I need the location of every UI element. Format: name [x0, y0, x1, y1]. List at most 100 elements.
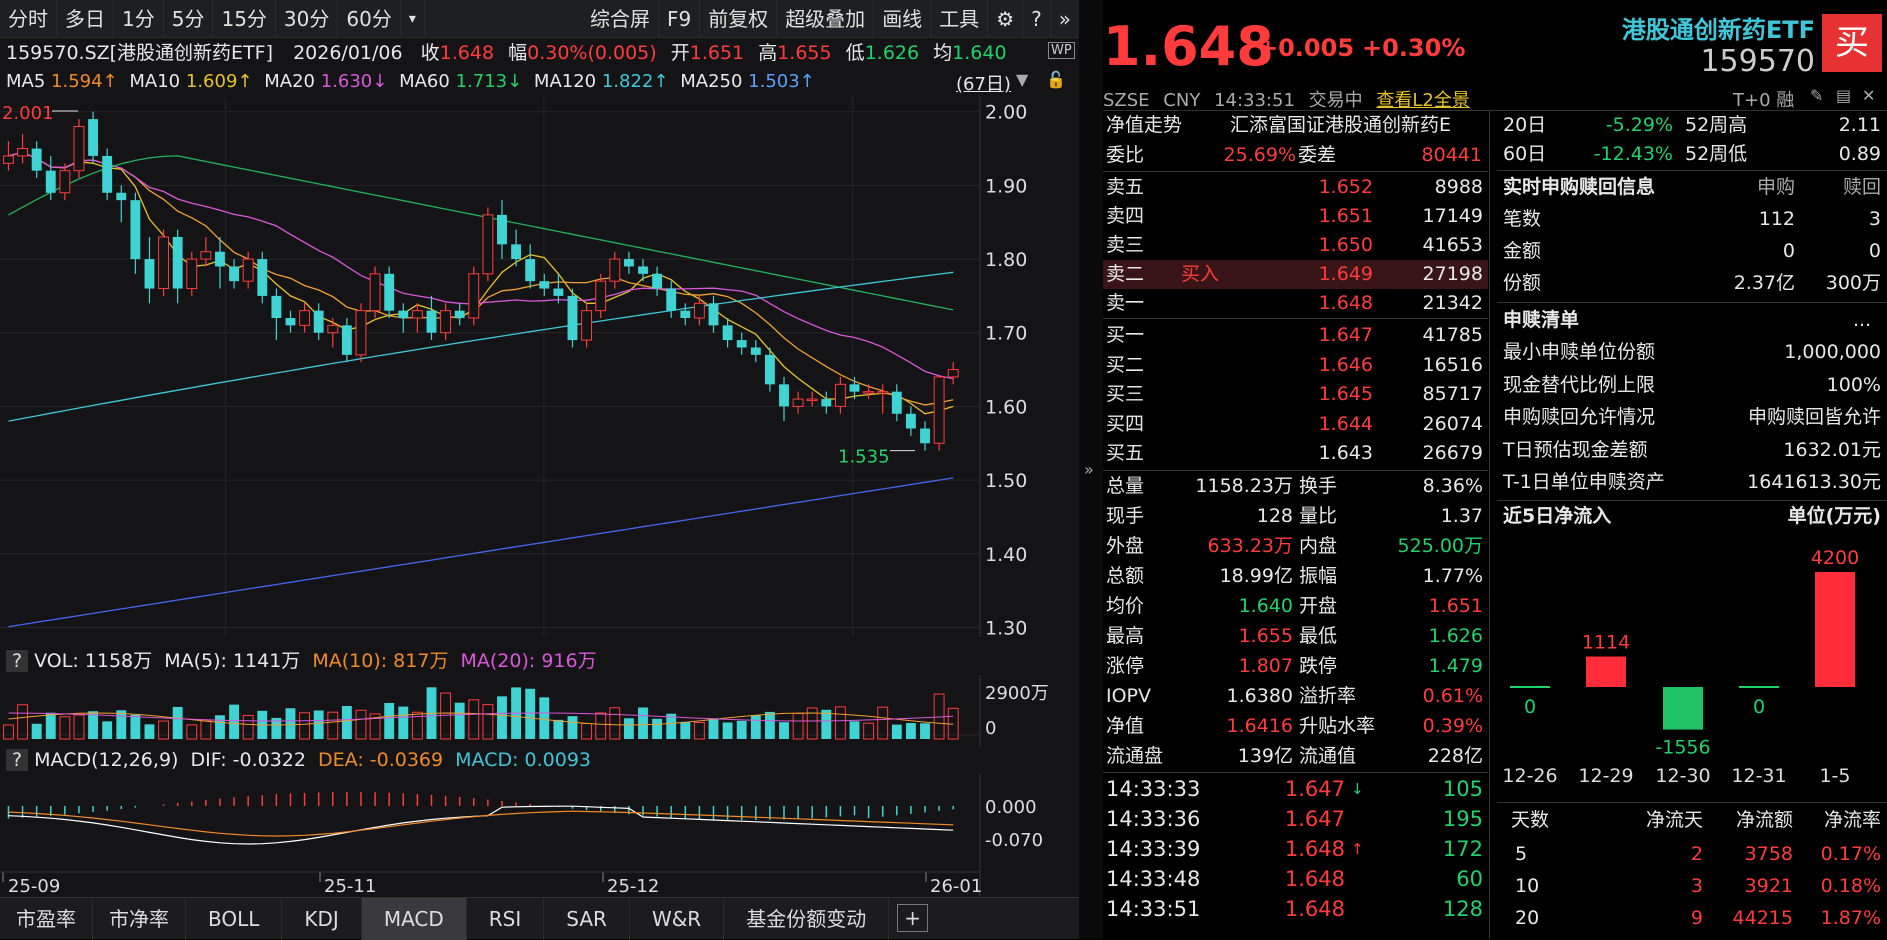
stat-label: 最低: [1299, 625, 1338, 647]
bid-price: 1.643: [1318, 442, 1373, 464]
high-value: 1.655: [777, 42, 832, 64]
ask-row[interactable]: 卖三 1.650 41653: [1103, 231, 1488, 260]
candle-body: [497, 214, 507, 245]
redeem-redeem: 300万: [1825, 272, 1881, 294]
edit-icon[interactable]: ✎: [1810, 86, 1824, 105]
candle-body: [229, 266, 240, 282]
price-tick-label: 1.90: [985, 175, 1027, 197]
days-range[interactable]: (67日): [956, 74, 1011, 95]
inflow-value-label: 0: [1524, 696, 1536, 718]
macd-help-icon[interactable]: ?: [6, 749, 29, 771]
ask-level: 卖三: [1106, 234, 1145, 256]
flow-header: 近5日净流入 单位(万元): [1503, 502, 1883, 531]
candle-body: [299, 310, 311, 326]
chart-icon[interactable]: ▤: [1836, 86, 1852, 105]
buy-button[interactable]: 买: [1822, 14, 1882, 72]
help-icon[interactable]: ?: [1023, 0, 1051, 38]
fund-code: 159570: [1700, 44, 1815, 79]
l2-link[interactable]: 查看L2全景: [1376, 90, 1470, 111]
tick-row: 14:33:48 1.648 60: [1103, 865, 1488, 894]
stat-row: 最高 1.655 最低 1.626: [1103, 622, 1488, 651]
tab-macd[interactable]: MACD: [361, 898, 467, 940]
close-value: 1.648: [439, 42, 495, 64]
ask-row[interactable]: 卖五 1.652 8988: [1103, 173, 1488, 202]
lock-icon[interactable]: 🔓: [1046, 70, 1066, 89]
tab-multiday[interactable]: 多日: [57, 0, 114, 38]
tab-boll[interactable]: BOLL: [186, 898, 283, 940]
candle-body: [102, 155, 113, 193]
ask-row[interactable]: 卖一 1.648 21342: [1103, 289, 1488, 318]
currency: CNY: [1163, 90, 1201, 111]
tab-15min[interactable]: 15分: [213, 0, 276, 38]
perf-value: 0.89: [1838, 143, 1881, 165]
nav-row[interactable]: 净值走势 汇添富国证港股通创新药E: [1106, 111, 1486, 140]
ask-volume: 17149: [1422, 205, 1483, 227]
forward-adjust-button[interactable]: 前复权: [700, 0, 778, 38]
tab-60min[interactable]: 60分: [338, 0, 401, 38]
price-tick-label: 1.40: [985, 544, 1027, 566]
candle-body: [891, 391, 902, 414]
tab-1min[interactable]: 1分: [114, 0, 164, 38]
close-icon[interactable]: ✕: [1862, 86, 1876, 105]
composite-screen-button[interactable]: 综合屏: [582, 0, 659, 38]
tab-fund-share[interactable]: 基金份额变动: [724, 898, 890, 940]
tab-wr[interactable]: W&R: [630, 898, 725, 940]
period-dropdown[interactable]: ▾: [401, 0, 425, 38]
volume-bar: [750, 715, 761, 739]
expand-icon[interactable]: »: [1084, 460, 1094, 479]
tab-pe[interactable]: 市盈率: [0, 898, 93, 940]
bid-row[interactable]: 买三 1.645 85717: [1103, 380, 1488, 409]
panel-splitter[interactable]: »: [1079, 0, 1103, 939]
volume-bar: [102, 721, 113, 739]
overlay-button[interactable]: 超级叠加: [777, 0, 875, 38]
add-tab-button[interactable]: +: [897, 904, 928, 932]
list-more-button[interactable]: ...: [1853, 309, 1872, 331]
volume-bar: [722, 722, 733, 739]
bid-row[interactable]: 买四 1.644 26074: [1103, 410, 1488, 439]
perf-label: 52周高: [1685, 114, 1748, 136]
tab-pb[interactable]: 市净率: [93, 898, 186, 940]
chart-panel: 分时 多日 1分 5分 15分 30分 60分 ▾ 综合屏 F9 前复权 超级叠…: [0, 0, 1079, 940]
flow-days: 5: [1515, 843, 1528, 865]
vol-label: VOL: 1158万: [34, 650, 153, 672]
wp-icon[interactable]: WP: [1048, 42, 1075, 59]
candle-body: [581, 310, 593, 341]
amp-label: 幅: [508, 42, 528, 64]
bid-row[interactable]: 买五 1.643 26679: [1103, 439, 1488, 468]
tab-sar[interactable]: SAR: [544, 898, 630, 940]
gear-icon[interactable]: ⚙: [988, 0, 1024, 38]
redeem-col-purchase: 申购: [1756, 176, 1795, 198]
candle-body: [440, 310, 452, 334]
tick-row: 14:33:36 1.647 195: [1103, 805, 1488, 834]
candle-body: [31, 148, 42, 171]
draw-line-button[interactable]: 画线: [874, 0, 932, 38]
candle-body: [73, 125, 85, 172]
net-inflow-chart: 0 12-26 1114 12-29 -1556 12-30 0 12-31 4200 1-5: [1502, 547, 1859, 787]
tab-30min[interactable]: 30分: [276, 0, 339, 38]
list-row: T日预估现金差额 1632.01元: [1503, 436, 1883, 465]
bid-row[interactable]: 买一 1.647 41785: [1103, 321, 1488, 350]
price-tick-label: 1.50: [985, 470, 1027, 492]
dropdown-icon[interactable]: ▼: [1016, 70, 1029, 89]
inflow-bar: [1586, 656, 1626, 687]
bid-row[interactable]: 买二 1.646 16516: [1103, 351, 1488, 380]
candle-body: [172, 236, 183, 289]
collapse-icon[interactable]: »: [1058, 6, 1071, 31]
candle-body: [411, 310, 423, 319]
ask-row[interactable]: 卖二 买入 1.649 27198: [1103, 260, 1488, 289]
tab-rsi[interactable]: RSI: [467, 898, 545, 940]
redeem-redeem: 0: [1868, 240, 1881, 262]
redeem-row: 份额 2.37亿 300万: [1503, 269, 1883, 298]
avg-label: 均: [933, 42, 953, 64]
flow-table-header: 天数 净流天 净流额 净流率: [1503, 806, 1883, 835]
tab-5min[interactable]: 5分: [164, 0, 214, 38]
vol-help-icon[interactable]: ?: [6, 650, 29, 672]
candle-body: [144, 259, 155, 289]
tab-intraday[interactable]: 分时: [0, 0, 57, 38]
wc-label: 委差: [1298, 144, 1337, 166]
tab-kdj[interactable]: KDJ: [282, 898, 362, 940]
f9-button[interactable]: F9: [659, 0, 701, 38]
tools-button[interactable]: 工具: [931, 0, 989, 38]
bid-price: 1.646: [1318, 353, 1373, 376]
ask-row[interactable]: 卖四 1.651 17149: [1103, 202, 1488, 231]
